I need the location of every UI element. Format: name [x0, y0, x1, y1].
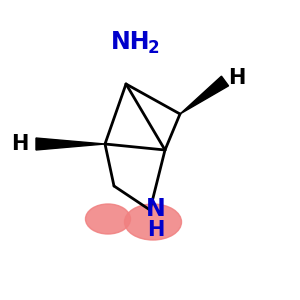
Text: H: H	[11, 134, 28, 154]
Text: 2: 2	[147, 39, 159, 57]
Text: H: H	[228, 68, 246, 88]
Text: N: N	[146, 196, 166, 220]
Polygon shape	[180, 76, 229, 114]
Ellipse shape	[85, 204, 130, 234]
Polygon shape	[36, 138, 105, 150]
Text: NH: NH	[111, 30, 151, 54]
Ellipse shape	[124, 204, 182, 240]
Text: H: H	[147, 220, 165, 240]
